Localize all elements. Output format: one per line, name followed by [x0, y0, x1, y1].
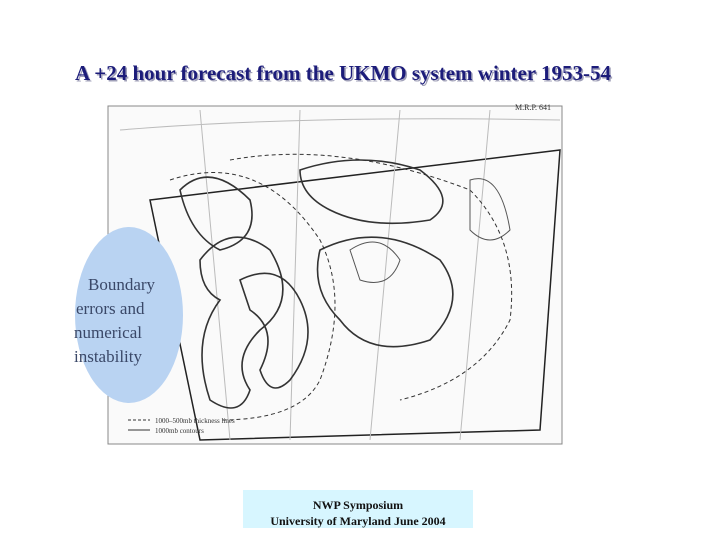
- map-reference: M.R.P. 641: [515, 103, 551, 112]
- grid-boundary: [149, 149, 561, 441]
- callout-line: instability: [74, 347, 143, 366]
- forecast-map: [107, 105, 563, 445]
- callout-line: numerical: [74, 323, 142, 342]
- title-shadow: A +24 hour forecast from the UKMO system…: [77, 63, 613, 87]
- footer-box: [243, 490, 473, 528]
- contour: [239, 272, 309, 389]
- graticule: [119, 109, 561, 441]
- thickness-line: [229, 153, 513, 401]
- footer-line: University of Maryland June 2004: [270, 514, 445, 528]
- callout-bubble: [75, 227, 183, 403]
- contour: [199, 236, 284, 409]
- coastline: [349, 178, 511, 283]
- callout-line: errors and: [76, 299, 145, 318]
- footer-line: NWP Symposium: [313, 498, 403, 512]
- callout-text: Boundary errors and numerical instabilit…: [74, 275, 156, 366]
- map-legend-item: 1000–500mb thickness lines: [155, 417, 235, 425]
- contour: [299, 159, 444, 225]
- thickness-line: [169, 172, 336, 421]
- callout-line: Boundary: [88, 275, 156, 294]
- contour: [179, 176, 253, 251]
- contour: [316, 236, 454, 348]
- map-legend-item: 1000mb contours: [155, 427, 204, 435]
- title: A +24 hour forecast from the UKMO system…: [75, 61, 611, 85]
